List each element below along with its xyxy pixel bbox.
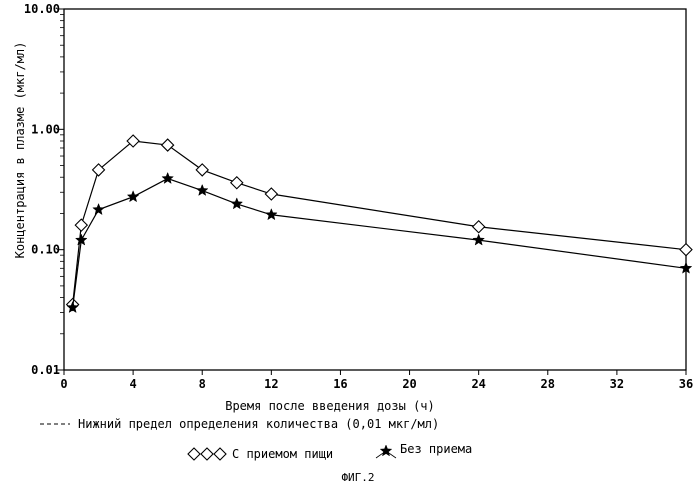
series-1-point-3 bbox=[127, 191, 138, 202]
plot-frame bbox=[64, 9, 686, 370]
series-line-1 bbox=[73, 179, 686, 308]
x-tick-label-20: 20 bbox=[402, 377, 416, 391]
legend-diamond-1 bbox=[201, 448, 213, 460]
legend-diamond-2 bbox=[214, 448, 226, 460]
series-0-point-4 bbox=[162, 139, 174, 151]
legend-fed-label: С приемом пищи bbox=[232, 447, 333, 461]
y-axis-title: Концентрация в плазме (мкг/мл) bbox=[13, 42, 27, 259]
legend-fed-markers bbox=[188, 448, 226, 460]
x-tick-label-36: 36 bbox=[679, 377, 693, 391]
series-1-point-5 bbox=[197, 185, 208, 196]
series-0-point-7 bbox=[265, 188, 277, 200]
series-1 bbox=[67, 173, 692, 313]
series-1-point-6 bbox=[231, 198, 242, 209]
series-1-point-4 bbox=[162, 173, 173, 184]
y-tick-label-1: 0.10 bbox=[31, 243, 60, 257]
series-1-point-7 bbox=[266, 209, 277, 220]
pk-chart: 0 4 8 12 16 20 24 28 32 36 0.01 0.10 1.00 10.00 Конце… bbox=[0, 0, 700, 487]
ticks-layer: 0 4 8 12 16 20 24 28 32 36 0.01 0.10 1.00 10.00 bbox=[24, 2, 693, 391]
legend-fasted-label: Без приема bbox=[400, 442, 472, 456]
x-tick-label-32: 32 bbox=[610, 377, 624, 391]
x-tick-label-12: 12 bbox=[264, 377, 278, 391]
ref-legend-label: Нижний предел определения количества (0,… bbox=[78, 417, 439, 431]
legend-fasted-marker bbox=[376, 445, 396, 458]
x-axis-title: Время после введения дозы (ч) bbox=[225, 399, 435, 413]
series-0-point-1 bbox=[75, 219, 87, 231]
series-1-point-8 bbox=[473, 234, 484, 245]
y-tick-label-2: 1.00 bbox=[31, 122, 60, 136]
x-tick-label-16: 16 bbox=[333, 377, 347, 391]
y-tick-label-0: 0.01 bbox=[31, 363, 60, 377]
figure-caption: ФИГ.2 bbox=[341, 471, 374, 484]
x-tick-label-28: 28 bbox=[541, 377, 555, 391]
series-0-point-9 bbox=[680, 244, 692, 256]
x-tick-label-24: 24 bbox=[471, 377, 485, 391]
x-tick-label-8: 8 bbox=[199, 377, 206, 391]
x-tick-label-4: 4 bbox=[129, 377, 136, 391]
x-tick-label-0: 0 bbox=[60, 377, 67, 391]
series-0-point-6 bbox=[231, 177, 243, 189]
y-tick-label-3: 10.00 bbox=[24, 2, 60, 16]
series-1-point-2 bbox=[93, 204, 104, 215]
series-0 bbox=[67, 135, 692, 311]
series-line-0 bbox=[73, 141, 686, 305]
legend-diamond-0 bbox=[188, 448, 200, 460]
series-0-point-8 bbox=[473, 221, 485, 233]
series-layer bbox=[67, 135, 692, 312]
series-0-point-5 bbox=[196, 164, 208, 176]
